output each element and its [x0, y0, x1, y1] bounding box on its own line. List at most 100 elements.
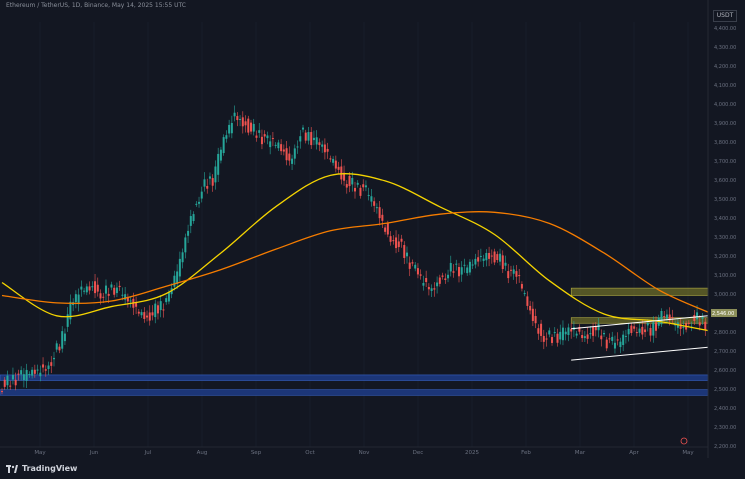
brand[interactable]: TradingView: [6, 464, 77, 473]
candle-body: [200, 191, 203, 199]
candle-body: [526, 296, 529, 306]
candle-body: [362, 184, 365, 188]
candle-body: [444, 278, 447, 280]
candle-body: [485, 252, 488, 261]
candle-body: [102, 296, 105, 298]
candle-body: [115, 287, 118, 294]
candle-body: [449, 262, 452, 272]
candle-body: [611, 336, 614, 341]
candle-body: [660, 311, 663, 325]
candle-body: [455, 263, 458, 265]
currency-badge[interactable]: USDT: [713, 10, 737, 22]
candle-body: [570, 329, 573, 332]
candle-body: [433, 288, 436, 290]
candle-body: [173, 275, 176, 287]
candle-body: [682, 326, 685, 328]
candle-body: [312, 137, 315, 141]
y-tick-label: 3,400.00: [714, 216, 736, 222]
candle-body: [280, 144, 283, 152]
candle-body: [247, 118, 250, 133]
candle-body: [575, 333, 578, 336]
candle-body: [348, 175, 351, 187]
candle-body: [69, 301, 72, 320]
candle-body: [441, 275, 444, 277]
candle-body: [282, 149, 285, 152]
candle-body: [329, 158, 332, 160]
candle-body: [561, 327, 564, 341]
candle-body: [9, 385, 12, 387]
candle-body: [359, 187, 362, 196]
candle-body: [143, 312, 146, 319]
candle-body: [42, 364, 45, 368]
candle-body: [425, 278, 428, 282]
candle-body: [206, 185, 209, 189]
candle-body: [83, 290, 86, 292]
candle-body: [364, 185, 367, 188]
candle-body: [605, 339, 608, 349]
candle-body: [167, 292, 170, 302]
candle-body: [504, 262, 507, 266]
candle-body: [140, 312, 143, 316]
candle-body: [323, 144, 326, 153]
x-tick-label: Nov: [359, 450, 370, 456]
candle-body: [3, 379, 6, 387]
candle-body: [644, 329, 647, 333]
candle-body: [44, 369, 47, 371]
candle-body: [321, 144, 324, 147]
candle-body: [250, 122, 253, 132]
candle-body: [698, 322, 701, 326]
candle-body: [668, 314, 671, 321]
candle-body: [189, 216, 192, 226]
candle-body: [126, 297, 129, 302]
candle-body: [663, 315, 666, 317]
candle-body: [416, 268, 419, 275]
y-tick-label: 3,000.00: [714, 292, 736, 298]
candle-body: [630, 325, 633, 333]
candle-body: [438, 277, 441, 284]
y-tick-label: 4,100.00: [714, 83, 736, 89]
candle-body: [551, 337, 554, 343]
candle-body: [178, 258, 181, 277]
candle-body: [340, 166, 343, 180]
candle-body: [88, 286, 91, 291]
candle-body: [548, 330, 551, 335]
candle-body: [165, 298, 168, 303]
candle-body: [652, 322, 655, 336]
x-tick-label: Feb: [521, 450, 531, 456]
candle-body: [326, 148, 329, 152]
y-tick-label: 2,500.00: [714, 387, 736, 393]
candle-body: [496, 254, 499, 260]
candle-body: [151, 312, 154, 316]
candle-body: [583, 336, 586, 339]
candle-body: [466, 267, 469, 274]
candle-body: [241, 117, 244, 127]
candle-body: [343, 172, 346, 181]
candle-body: [499, 253, 502, 262]
candle-body: [518, 275, 521, 277]
chart-title: Ethereum / TetherUS, 1D, Binance, May 14…: [6, 2, 186, 9]
candle-body: [649, 328, 652, 336]
candle-body: [471, 264, 474, 266]
candle-body: [482, 258, 485, 261]
candle-body: [378, 207, 381, 219]
candle-body: [94, 281, 97, 294]
candle-body: [74, 294, 77, 303]
candle-body: [263, 134, 266, 137]
candle-body: [187, 230, 190, 236]
candle-body: [118, 285, 121, 287]
candle-body: [195, 203, 198, 205]
candle-body: [589, 333, 592, 335]
y-tick-label: 3,900.00: [714, 121, 736, 127]
candle-body: [148, 312, 151, 321]
candle-body: [356, 182, 359, 185]
candle-body: [701, 316, 704, 319]
brand-name: TradingView: [22, 464, 78, 473]
candle-body: [80, 286, 83, 290]
candle-body: [61, 331, 64, 349]
candle-body: [154, 303, 157, 318]
candle-body: [627, 328, 630, 335]
candle-body: [296, 146, 299, 148]
candle-body: [236, 116, 239, 121]
candle-body: [488, 252, 491, 259]
